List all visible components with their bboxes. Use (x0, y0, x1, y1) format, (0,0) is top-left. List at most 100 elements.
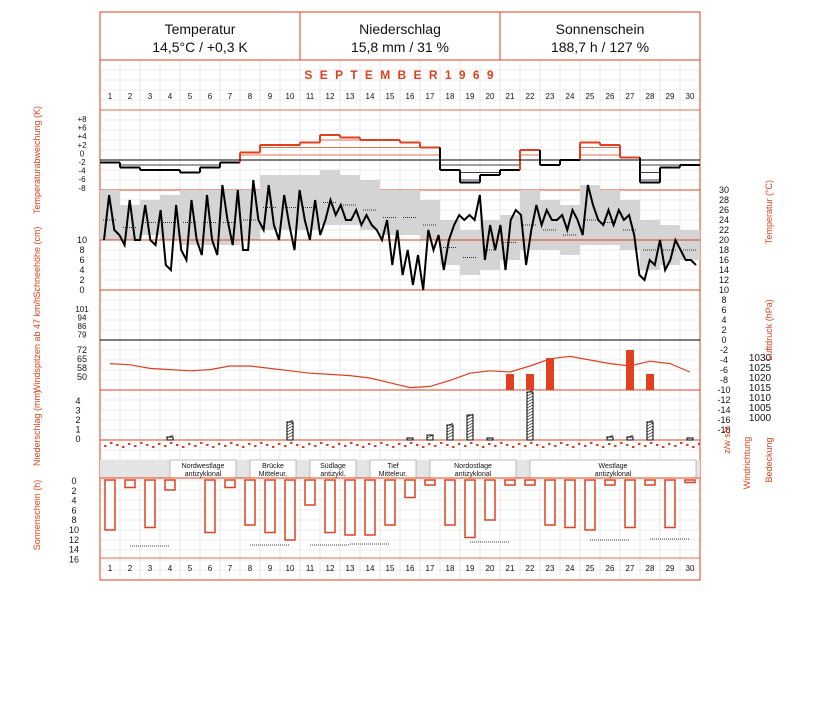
wind-direction-dot (422, 446, 425, 448)
label-cloud-cover: Bedeckung (764, 437, 774, 482)
day-label-bottom: 19 (466, 564, 475, 573)
temp-range-bar (580, 185, 600, 245)
tempdev-tick: -4 (78, 167, 86, 176)
sunshine-bar (324, 479, 336, 534)
day-label-top: 18 (446, 92, 455, 101)
temp-range-bar (620, 200, 640, 250)
wind-direction-dot (248, 443, 251, 445)
wind-direction-dot (650, 442, 653, 444)
sunshine-bar (244, 479, 256, 526)
sunshine-bar (284, 479, 296, 541)
wind-direction-dot (158, 443, 161, 445)
temp-axis-tick: -12 (717, 395, 730, 405)
precip-hatch (526, 428, 534, 433)
precip-tick: 4 (75, 396, 80, 406)
wind-direction-dot (326, 444, 329, 446)
pressure-tick: 1010 (749, 393, 772, 404)
wind-direction-dot (284, 445, 287, 447)
precip-hatch (426, 434, 434, 439)
day-label-top: 11 (306, 92, 315, 101)
sunshine-bar (504, 479, 516, 486)
sunshine-bar (264, 479, 276, 534)
wind-direction-dot (332, 446, 335, 448)
day-label-top: 29 (666, 92, 675, 101)
wind-direction-dot (554, 445, 557, 447)
sunshine-bar (424, 479, 436, 486)
sunshine-bar (644, 479, 656, 486)
header-temp-title: Temperatur (164, 21, 236, 37)
pressure-tick: 1020 (749, 373, 772, 384)
temp-range-bar (660, 225, 680, 265)
wind-direction-dot (116, 444, 119, 446)
temp-axis-tick: 12 (719, 275, 729, 285)
precip-tick: 0 (75, 434, 80, 444)
precip-hatch (466, 422, 474, 427)
day-label-bottom: 22 (526, 564, 535, 573)
precip-hatch (646, 422, 654, 427)
snow-tick: 2 (79, 275, 84, 285)
temp-axis-tick: -14 (717, 405, 730, 415)
outer-frame (99, 11, 701, 581)
precip-hatch (526, 419, 534, 424)
day-label-bottom: 26 (606, 564, 615, 573)
day-label-top: 2 (128, 92, 133, 101)
precip-hatch (526, 404, 534, 409)
wind-direction-dot (308, 443, 311, 445)
sun-tick: 14 (69, 545, 79, 555)
tempdev-tick: -2 (78, 158, 86, 167)
day-label-bottom: 14 (366, 564, 375, 573)
day-label-top: 8 (248, 92, 253, 101)
precip-hatch (286, 434, 294, 439)
temp-range-bar (420, 200, 440, 240)
wind-direction-dot (614, 445, 617, 447)
wind-tick-upper: 101 (75, 305, 89, 314)
label-precipitation: Niederschlag (mm) (32, 390, 42, 466)
sunshine-bar (524, 479, 536, 486)
day-label-bottom: 27 (626, 564, 635, 573)
wind-direction-dot (626, 444, 629, 446)
day-label-top: 12 (326, 92, 335, 101)
day-label-bottom: 7 (228, 564, 233, 573)
wind-direction-dot (380, 442, 383, 444)
pressure-tick: 1025 (749, 363, 772, 374)
precip-hatch (646, 434, 654, 439)
header-precip-value: 15,8 mm / 31 % (350, 39, 450, 55)
wind-direction-dot (146, 444, 149, 446)
wind-direction-dot (662, 446, 665, 448)
temp-axis-tick: 28 (719, 195, 729, 205)
precip-hatch (526, 401, 534, 406)
precip-hatch (526, 398, 534, 403)
sunshine-bar (364, 479, 376, 536)
pressure-tick: 1000 (749, 413, 772, 424)
temp-range-bar (120, 205, 140, 240)
precip-bar (286, 421, 294, 441)
day-label-bottom: 10 (286, 564, 295, 573)
weather-type-label: Nordwestlage (182, 463, 225, 470)
pressure-tick: 1030 (749, 353, 772, 364)
wind-direction-dot (680, 442, 683, 444)
wind-direction-dot (320, 442, 323, 444)
wind-direction-dot (668, 443, 671, 445)
day-label-top: 16 (406, 92, 415, 101)
wind-direction-dot (344, 445, 347, 447)
precip-hatch (646, 431, 654, 436)
wind-direction-dot (602, 446, 605, 448)
day-label-bottom: 28 (646, 564, 655, 573)
day-label-bottom: 15 (386, 564, 395, 573)
sun-tick: 10 (69, 525, 79, 535)
wind-direction-dot (392, 446, 395, 448)
wind-tick: 72 (77, 345, 87, 355)
weather-type-sublabel: Mitteleur. (379, 471, 407, 478)
wind-direction-dot (578, 443, 581, 445)
wind-direction-dot (254, 445, 257, 447)
day-label-top: 27 (626, 92, 635, 101)
wind-direction-dot (194, 445, 197, 447)
wind-direction-dot (506, 444, 509, 446)
temp-axis-tick: 20 (719, 235, 729, 245)
precip-hatch (466, 434, 474, 439)
precip-hatch (526, 392, 534, 397)
weather-type-label: Westlage (598, 463, 627, 470)
wind-direction-dot (464, 445, 467, 447)
wind-direction-dot (644, 445, 647, 447)
wind-direction-dot (362, 446, 365, 448)
